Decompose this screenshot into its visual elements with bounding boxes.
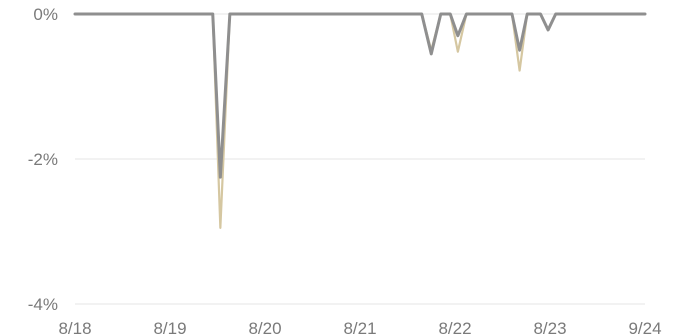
grid [75, 13, 645, 305]
y-axis: 0% -2% -4% [28, 5, 58, 314]
y-tick-label: -4% [28, 295, 58, 314]
x-tick-label: 8/20 [248, 319, 281, 336]
y-tick-label: 0% [33, 5, 58, 24]
series-line-1 [73, 12, 647, 229]
x-tick-label: 8/21 [343, 319, 376, 336]
x-tick-label: 8/19 [153, 319, 186, 336]
series-lines [73, 12, 647, 229]
x-axis: 8/18 8/19 8/20 8/21 8/22 8/23 9/24 [58, 319, 661, 336]
x-tick-label: 8/23 [533, 319, 566, 336]
x-tick-label: 8/18 [58, 319, 91, 336]
x-tick-label: 8/22 [438, 319, 471, 336]
y-tick-label: -2% [28, 150, 58, 169]
x-tick-label: 9/24 [628, 319, 661, 336]
series-line-2 [73, 12, 647, 179]
